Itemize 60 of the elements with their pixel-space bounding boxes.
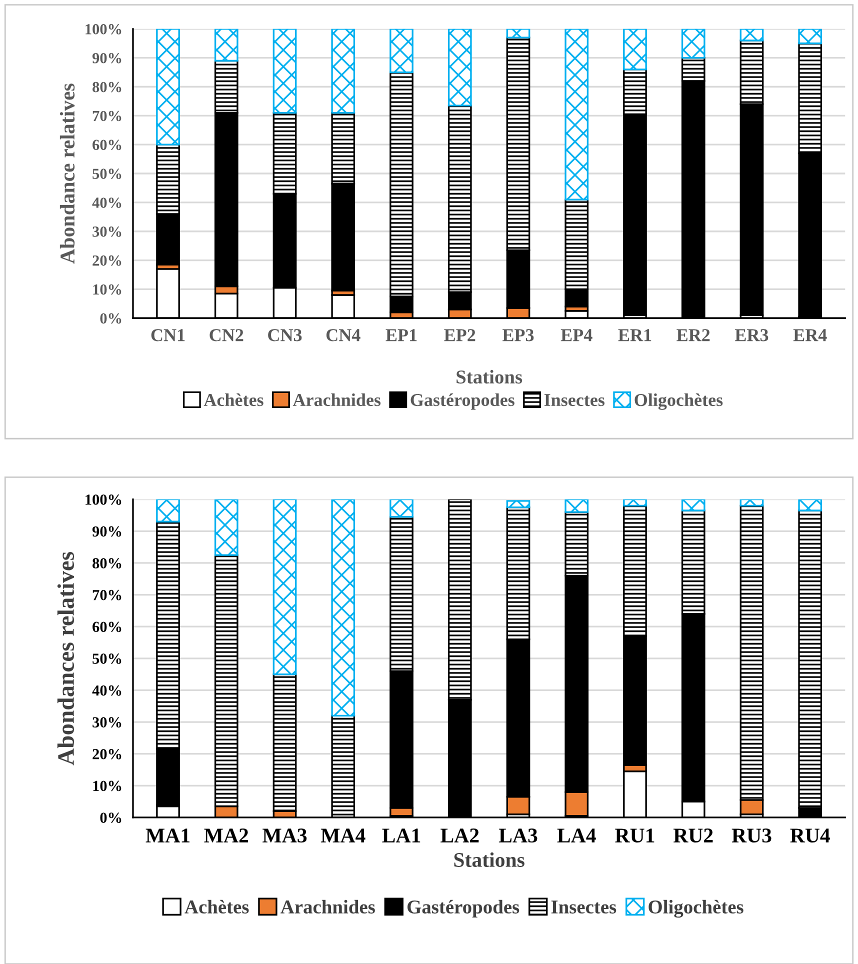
legend-label: Arachnides bbox=[292, 393, 381, 406]
y-tick-label: 70% bbox=[92, 590, 122, 600]
y-tick-label: 30% bbox=[92, 226, 122, 237]
x-tick-label: RU1 bbox=[615, 828, 654, 843]
y-tick-label: 20% bbox=[92, 748, 122, 760]
legend-label: Gastéropodes bbox=[407, 900, 520, 918]
y-tick-label: 20% bbox=[92, 255, 122, 266]
x-tick-label: ER2 bbox=[676, 329, 710, 342]
y-tick-label: 0% bbox=[100, 313, 122, 324]
x-tick-label: LA3 bbox=[498, 828, 538, 843]
y-tick-label: 60% bbox=[92, 140, 122, 150]
y-tick-label: 50% bbox=[92, 168, 122, 180]
legend-label: Insectes bbox=[544, 394, 605, 406]
y-tick-label: 80% bbox=[92, 558, 122, 568]
y-tick-label: 0% bbox=[100, 812, 122, 823]
y-tick-label: 90% bbox=[92, 52, 122, 64]
x-tick-label: RU2 bbox=[673, 828, 713, 843]
y-tick-label: 10% bbox=[93, 284, 122, 295]
y-tick-label: 100% bbox=[86, 494, 122, 505]
x-tick-label: MA1 bbox=[146, 828, 190, 842]
y-tick-label: 100% bbox=[86, 24, 122, 34]
legend-label: Arachnides bbox=[280, 900, 375, 914]
x-tick-label: ER1 bbox=[618, 329, 652, 342]
x-tick-label: LA1 bbox=[382, 828, 420, 842]
x-axis-title: Stations bbox=[454, 852, 524, 867]
y-tick-label: 60% bbox=[92, 622, 122, 632]
x-tick-label: EP3 bbox=[502, 329, 534, 342]
x-tick-label: EP4 bbox=[560, 329, 592, 342]
y-tick-label: 40% bbox=[92, 198, 122, 208]
x-tick-label: EP2 bbox=[444, 329, 476, 342]
y-tick-label: 40% bbox=[92, 685, 122, 696]
x-axis-title: Stations bbox=[456, 370, 522, 384]
y-tick-label: 80% bbox=[92, 82, 122, 92]
x-tick-label: CN1 bbox=[151, 329, 185, 342]
legend-label: Gastéropodes bbox=[410, 393, 514, 410]
x-tick-label: LA2 bbox=[440, 828, 479, 842]
x-tick-label: MA4 bbox=[320, 828, 366, 842]
legend-label: Achètes bbox=[204, 393, 264, 406]
x-tick-label: RU3 bbox=[732, 828, 772, 843]
x-tick-label: CN3 bbox=[268, 329, 302, 342]
x-tick-label: ER4 bbox=[793, 329, 827, 342]
x-tick-label: RU4 bbox=[790, 828, 830, 843]
x-tick-label: CN2 bbox=[210, 329, 244, 342]
y-tick-label: 70% bbox=[92, 110, 122, 122]
y-tick-label: 10% bbox=[93, 780, 122, 792]
x-tick-label: ER3 bbox=[734, 329, 768, 342]
y-axis-title: Abondances relatives bbox=[57, 552, 74, 766]
x-tick-label: EP1 bbox=[386, 329, 417, 342]
x-tick-label: LA4 bbox=[557, 828, 596, 842]
x-tick-label: MA2 bbox=[204, 828, 248, 842]
y-axis-title: Abondance relatives bbox=[60, 84, 75, 264]
legend-label: Insectes bbox=[551, 900, 616, 914]
legend-label: Achètes bbox=[184, 900, 249, 914]
y-tick-label: 90% bbox=[92, 526, 122, 537]
legend-label: Oligochètes bbox=[648, 900, 744, 918]
y-tick-label: 50% bbox=[92, 654, 122, 664]
x-tick-label: CN4 bbox=[326, 329, 360, 342]
x-tick-label: MA3 bbox=[262, 828, 307, 843]
y-tick-label: 30% bbox=[92, 717, 122, 728]
legend-label: Oligochètes bbox=[634, 393, 723, 410]
